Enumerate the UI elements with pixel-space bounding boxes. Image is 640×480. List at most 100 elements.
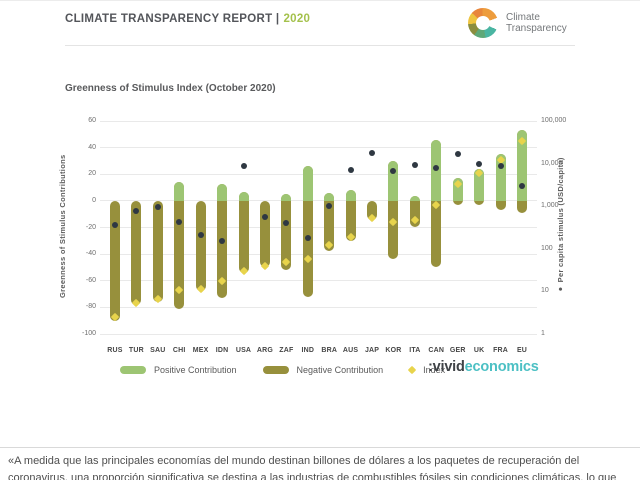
y-axis-tick-label: -60 xyxy=(85,276,96,284)
positive-bar-segment xyxy=(174,182,185,201)
gridline xyxy=(100,227,537,228)
index-label: Index xyxy=(423,365,446,375)
y-axis-right-label: ● Per capita stimulus (USD/capita) xyxy=(556,157,565,295)
x-axis-label-can: CAN xyxy=(428,347,445,354)
y-axis-right-tick-label: 100 xyxy=(541,244,553,252)
positive-bar-segment xyxy=(324,192,335,201)
x-axis-label-arg: ARG xyxy=(256,347,274,354)
y-axis-right-tick-label: 1,000 xyxy=(541,202,559,210)
per-capita-dot-can xyxy=(433,165,440,172)
y-axis-tick-label: 20 xyxy=(88,170,96,178)
per-capita-dot-zaf xyxy=(283,220,290,227)
positive-bar-segment xyxy=(302,166,313,201)
per-capita-dot-arg xyxy=(261,214,268,221)
y-axis-tick-label: -40 xyxy=(85,250,96,258)
bar-tur xyxy=(131,200,142,305)
x-axis-label-ger: GER xyxy=(449,347,466,354)
per-capita-dot-uk xyxy=(476,161,483,168)
report-header-title: CLIMATE TRANSPARENCY REPORT | 2020 xyxy=(65,13,310,25)
bar-aus xyxy=(345,190,356,241)
gridline xyxy=(100,200,537,202)
positive-bar-segment xyxy=(517,130,527,201)
positive-bar-segment xyxy=(452,178,463,201)
gridline xyxy=(100,333,537,335)
positive-bar-segment xyxy=(345,190,356,201)
bar-arg xyxy=(259,200,270,268)
x-axis-label-chi: CHI xyxy=(172,347,186,354)
x-axis-label-bra: BRA xyxy=(321,347,338,354)
positive-bar-segment xyxy=(238,191,249,201)
x-axis-label-idn: IDN xyxy=(215,347,229,354)
per-capita-dot-aus xyxy=(347,167,354,174)
y-axis-tick-label: -20 xyxy=(85,223,96,231)
per-capita-dot-jap xyxy=(369,149,376,156)
positive-contribution-swatch xyxy=(120,366,146,374)
bar-rus xyxy=(110,200,120,321)
x-axis-label-jap: JAP xyxy=(364,347,380,354)
x-axis-label-usa: USA xyxy=(235,347,252,354)
x-axis-label-sau: SAU xyxy=(150,347,166,354)
climate-transparency-logo-text: Climate Transparency xyxy=(506,12,567,35)
x-axis-label-kor: KOR xyxy=(385,347,402,354)
y-axis-right-tick-label: 100,000 xyxy=(541,117,567,124)
bar-bra xyxy=(324,192,335,252)
bar-ind xyxy=(302,166,313,297)
bar-sau xyxy=(152,200,163,303)
index-diamond-swatch xyxy=(407,365,417,375)
positive-bar-segment xyxy=(409,195,420,201)
positive-bar-segment xyxy=(495,154,506,201)
per-capita-dot-kor xyxy=(390,168,397,175)
y-axis-right-tick-label: 1 xyxy=(541,330,545,337)
bar-ger xyxy=(452,178,463,205)
per-capita-dot-ind xyxy=(304,234,311,241)
vivid-economics-prefix: :vivid xyxy=(428,359,465,375)
x-axis-label-fra: FRA xyxy=(493,347,509,354)
per-capita-dot-chi xyxy=(176,219,183,226)
per-capita-dot-ger xyxy=(454,151,461,158)
bar-chi xyxy=(174,182,185,309)
x-axis-label-zaf: ZAF xyxy=(279,347,294,354)
per-capita-dot-ita xyxy=(411,162,418,169)
climate-transparency-logo-icon xyxy=(468,8,498,38)
positive-contribution-label: Positive Contribution xyxy=(154,365,237,375)
x-axis-label-uk: UK xyxy=(473,347,485,354)
x-axis-label-rus: RUS xyxy=(107,347,123,354)
header-divider xyxy=(65,45,575,46)
bar-usa xyxy=(238,191,249,273)
per-capita-dot-sau xyxy=(154,204,161,211)
y-axis-right-tick-label: 10,000 xyxy=(541,159,563,167)
report-year: 2020 xyxy=(283,13,311,25)
y-axis-tick-label: 0 xyxy=(92,196,96,204)
x-axis-label-mex: MEX xyxy=(192,347,209,354)
per-capita-dot-mex xyxy=(197,232,204,239)
y-axis-tick-label: 40 xyxy=(88,143,96,151)
chart-plot-area: 60 40 20 0 -20 -40 -60 -80 -100 100,000 10,000 1,00… xyxy=(82,117,566,354)
x-axis-label-aus: AUS xyxy=(342,347,359,354)
per-capita-dot-rus xyxy=(112,222,118,229)
gridline xyxy=(100,280,537,282)
y-axis-tick-label: -100 xyxy=(81,330,96,337)
gridline xyxy=(100,173,537,175)
y-axis-tick-label: 60 xyxy=(88,117,96,124)
negative-contribution-swatch xyxy=(262,366,289,374)
climate-transparency-logo: Climate Transparency xyxy=(468,8,567,38)
x-axis-label-eu: EU xyxy=(516,347,528,354)
chart-title: Greenness of Stimulus Index (October 202… xyxy=(65,83,276,94)
bar-kor xyxy=(388,160,399,260)
gridline xyxy=(100,306,537,308)
chart-legend: Positive Contribution Negative Contribut… xyxy=(120,365,445,375)
per-capita-dot-bra xyxy=(326,203,333,210)
x-axis-label-ind: IND xyxy=(301,347,315,354)
gridline xyxy=(100,120,537,122)
negative-contribution-label: Negative Contribution xyxy=(296,365,384,375)
per-capita-dot-usa xyxy=(240,162,247,169)
y-axis-right-tick-label: 10 xyxy=(541,287,549,295)
per-capita-dot-eu xyxy=(519,182,525,189)
bar-eu xyxy=(517,130,527,213)
x-axis-label-ita: ITA xyxy=(409,347,421,354)
positive-bar-segment xyxy=(217,183,228,201)
per-capita-dot-tur xyxy=(133,207,140,214)
bar-fra xyxy=(495,154,506,211)
bar-zaf xyxy=(281,194,292,271)
x-axis-label-tur: TUR xyxy=(128,347,144,354)
